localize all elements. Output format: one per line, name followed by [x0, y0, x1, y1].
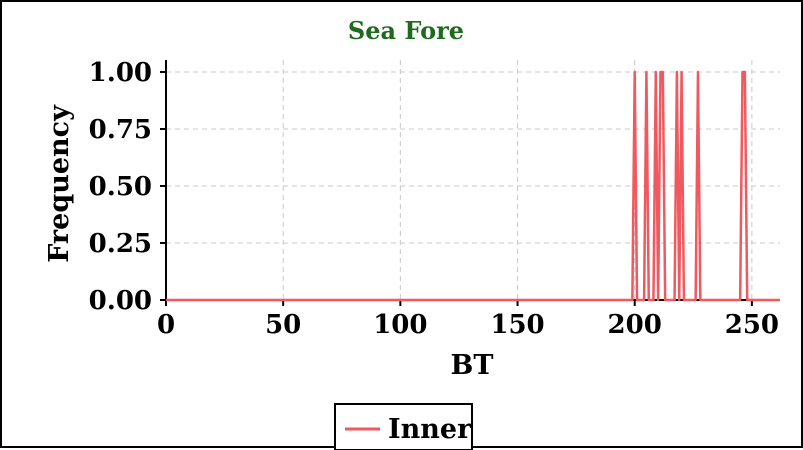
x-axis-label: BT [451, 350, 494, 381]
axes [160, 60, 780, 306]
x-tick-label: 250 [725, 310, 779, 340]
y-tick-label: 0.00 [89, 286, 152, 316]
legend-box [334, 403, 473, 450]
x-tick-label: 0 [157, 310, 175, 340]
y-tick-label: 0.50 [89, 172, 152, 202]
y-tick-label: 1.00 [89, 58, 152, 88]
legend-label-inner: Inner [388, 414, 472, 445]
x-tick-label: 150 [490, 310, 544, 340]
chart-title: Sea Fore [348, 16, 464, 45]
y-axis-label: Frequency [44, 104, 75, 263]
y-tick-labels: 0.00 0.25 0.50 0.75 1.00 [89, 58, 152, 316]
series-layer [166, 70, 780, 302]
x-tick-label: 200 [608, 310, 662, 340]
grid-lines [165, 60, 780, 301]
x-tick-label: 100 [373, 310, 427, 340]
y-tick-label: 0.75 [89, 115, 152, 145]
x-tick-label: 50 [265, 310, 301, 340]
x-tick-labels: 0 50 100 150 200 250 [157, 310, 779, 340]
series-line-inner [166, 70, 780, 302]
y-tick-label: 0.25 [89, 229, 152, 259]
legend[interactable]: Inner [334, 403, 473, 450]
